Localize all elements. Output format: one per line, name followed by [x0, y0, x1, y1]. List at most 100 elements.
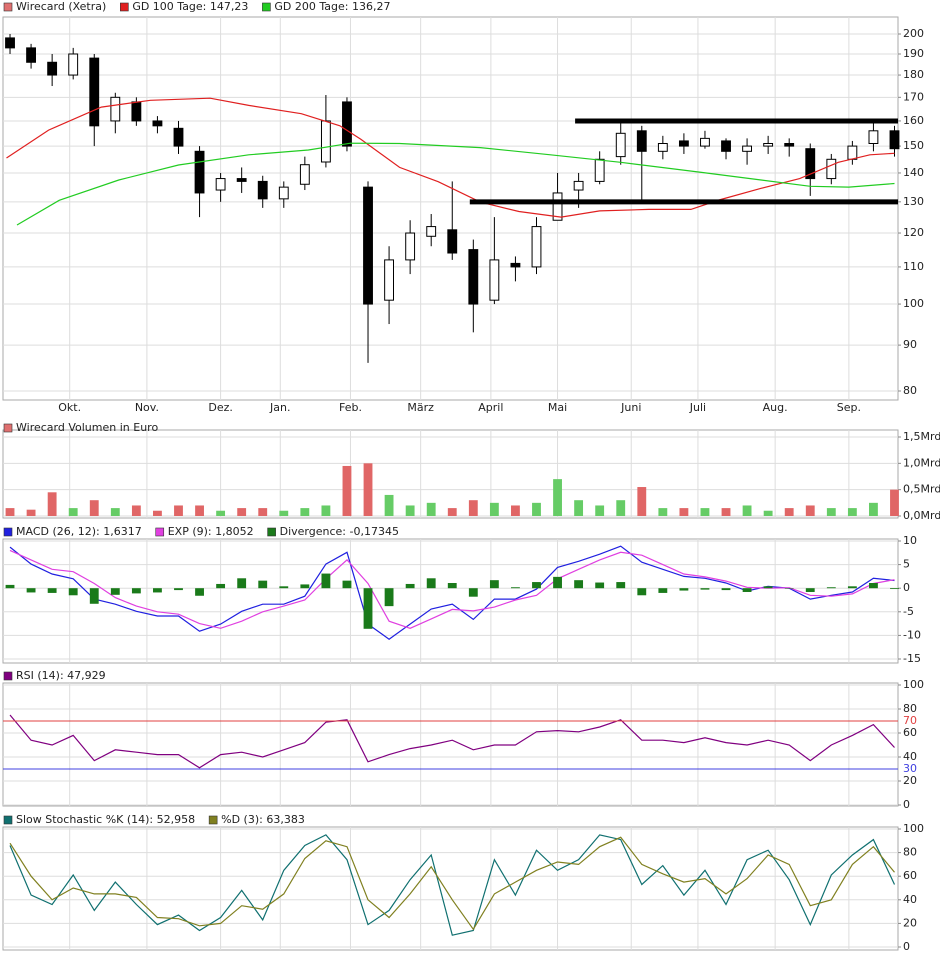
volume-bar: [131, 505, 141, 516]
candle-body: [889, 130, 900, 150]
volume-bar: [658, 508, 668, 516]
legend-label: MACD (26, 12): 1,6317: [16, 525, 142, 538]
candle-body: [489, 259, 500, 301]
panel-frame: [2, 538, 899, 664]
divergence-bar: [342, 580, 352, 589]
candle-body: [363, 186, 373, 305]
volume-bar: [679, 508, 689, 516]
y-tick-label: 60: [903, 869, 917, 882]
x-tick-label: Okt.: [58, 401, 81, 414]
y-tick-label: 170: [903, 90, 924, 103]
divergence-bar: [237, 578, 247, 589]
candle-body: [510, 262, 521, 268]
candle-body: [636, 130, 647, 152]
y-tick-label: 1,5Mrd: [903, 430, 940, 443]
divergence-bar: [574, 580, 584, 589]
volume-bar: [890, 489, 899, 516]
y-tick-label: 180: [903, 68, 924, 81]
divergence-bar: [489, 580, 499, 589]
series-line: [9, 714, 895, 769]
divergence-bar: [532, 582, 541, 589]
candle-body: [68, 53, 79, 76]
x-tick-label: Juni: [620, 401, 641, 414]
y-tick-label: 60: [903, 726, 917, 739]
x-tick-label: Sep.: [837, 401, 861, 414]
candle-body: [26, 47, 37, 63]
volume-bar: [847, 508, 857, 516]
volume-bar: [700, 508, 710, 516]
x-tick-label: April: [478, 401, 503, 414]
divergence-bar: [5, 584, 15, 589]
volume-bar: [742, 505, 752, 516]
divergence-bar: [68, 588, 78, 596]
y-tick-label: -15: [903, 652, 921, 665]
candle-body: [615, 132, 626, 158]
legend-swatch: [262, 2, 271, 12]
divergence-bar: [195, 588, 204, 596]
candle-body: [405, 232, 416, 261]
volume-bar: [26, 509, 36, 516]
divergence-bar: [553, 576, 562, 589]
y-tick-label: 10: [903, 534, 917, 547]
candle-body: [257, 180, 268, 200]
divergence-bar: [405, 583, 415, 589]
volume-bar: [279, 510, 289, 516]
volume-bar: [616, 500, 626, 516]
candle-body: [847, 145, 858, 160]
volume-bar: [174, 505, 183, 516]
y-tick-label: 0: [903, 798, 910, 811]
volume-bar: [216, 510, 226, 516]
candle-body: [131, 101, 142, 122]
legend-label: GD 100 Tage: 147,23: [132, 0, 248, 13]
y-tick-label: 0: [903, 940, 910, 953]
panel-frame: [2, 429, 899, 519]
volume-bar: [447, 508, 457, 516]
legend-label: %D (3): 63,383: [221, 813, 305, 826]
volume-bar: [321, 505, 331, 516]
volume-bar: [405, 505, 415, 516]
divergence-bar: [890, 588, 899, 590]
candle-body: [594, 158, 605, 182]
volume-bar: [5, 508, 15, 516]
divergence-bar: [153, 588, 162, 593]
divergence-bar: [384, 588, 394, 607]
volume-bar: [763, 510, 773, 516]
candle-body: [194, 150, 205, 194]
panel-frame: [2, 16, 899, 401]
x-tick-label: Juli: [689, 401, 706, 414]
y-tick-label: 40: [903, 750, 917, 763]
volume-bar: [468, 500, 478, 516]
candle-body: [531, 226, 542, 268]
x-tick-label: Mai: [548, 401, 567, 414]
legend-label: Wirecard Volumen in Euro: [16, 421, 158, 434]
x-tick-label: Jan.: [269, 401, 290, 414]
y-tick-label: 80: [903, 702, 917, 715]
volume-bar: [195, 505, 204, 516]
volume-bar: [153, 510, 162, 516]
y-tick-label: 190: [903, 47, 924, 60]
candle-body: [447, 229, 458, 254]
divergence-bar: [279, 586, 289, 589]
candle-body: [173, 127, 184, 147]
volume-bar: [805, 505, 815, 516]
divergence-bar: [700, 588, 710, 590]
volume-bar: [553, 479, 562, 516]
candle-body: [805, 148, 816, 180]
divergence-bar: [826, 587, 836, 589]
legend-swatch: [3, 423, 13, 433]
candle-body: [657, 142, 668, 152]
divergence-bar: [321, 573, 331, 589]
candle-body: [468, 249, 479, 305]
legend-swatch: [120, 2, 129, 12]
divergence-bar: [847, 586, 857, 589]
y-tick-label: 1,0Mrd: [903, 456, 940, 469]
volume-bar: [237, 508, 247, 516]
divergence-bar: [658, 588, 668, 593]
y-tick-label: 0: [903, 581, 910, 594]
y-tick-label: -5: [903, 605, 914, 618]
series-line: [9, 836, 895, 931]
candle-body: [236, 178, 247, 182]
y-tick-label: 100: [903, 297, 924, 310]
x-tick-label: Dez.: [208, 401, 233, 414]
